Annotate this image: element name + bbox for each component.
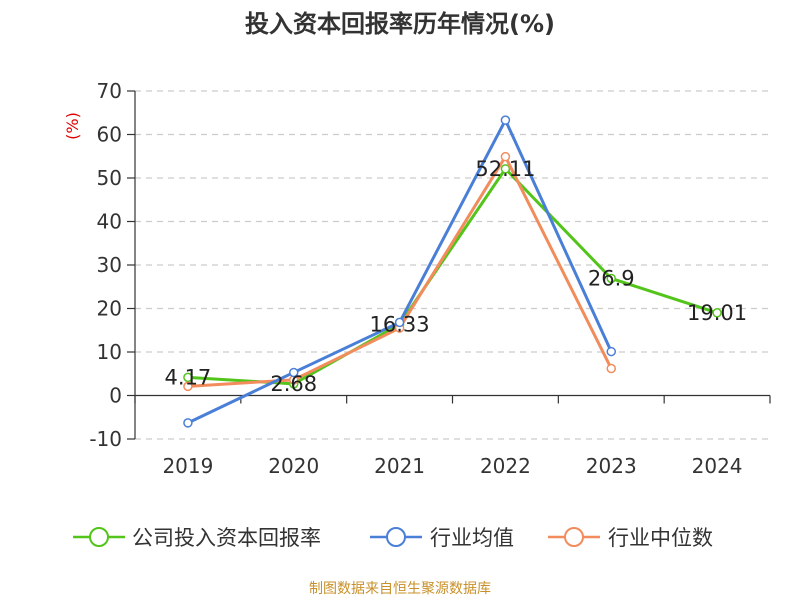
x-tick-label: 2023	[586, 454, 637, 478]
axis-layer: -10 0 10 20 30 40 50 60 70 2019 2020 2021 2022 2023 20…	[89, 79, 771, 478]
data-point	[606, 346, 616, 357]
x-tick-label: 2022	[480, 454, 531, 478]
y-tick-label: 0	[109, 384, 122, 408]
y-tick-label: 70	[97, 79, 122, 103]
data-point	[183, 418, 193, 428]
y-tick-label: 40	[97, 210, 122, 234]
legend-marker	[386, 527, 406, 547]
source-note: 制图数据来自恒生聚源数据库	[309, 581, 491, 597]
y-tick-label: 30	[97, 253, 122, 277]
series-layer	[183, 115, 722, 428]
data-point	[500, 115, 511, 125]
data-label-layer: 4.17 2.68 16.33 52.11 26.9 19.01	[165, 157, 748, 396]
data-point	[606, 363, 616, 374]
data-label: 26.9	[588, 266, 635, 290]
data-point	[289, 367, 299, 378]
data-point	[394, 317, 405, 328]
x-tick-label: 2019	[162, 454, 213, 478]
y-tick-label: -10	[89, 427, 122, 451]
x-tick-label: 2020	[268, 454, 319, 478]
legend: 公司投入资本回报率 行业均值 行业中位数	[73, 526, 713, 550]
chart-title: 投入资本回报率历年情况(%)	[245, 10, 555, 38]
data-point	[500, 164, 511, 174]
x-tick-label: 2024	[692, 454, 743, 478]
data-label: 16.33	[370, 312, 430, 336]
data-point	[183, 372, 193, 383]
data-point	[183, 381, 193, 392]
series-line	[187, 167, 718, 386]
grid-layer	[135, 90, 770, 440]
data-point	[606, 273, 616, 284]
data-label: 2.68	[270, 372, 317, 396]
y-tick-label: 10	[97, 340, 122, 364]
legend-label: 行业中位数	[608, 526, 713, 550]
data-point	[712, 308, 722, 318]
y-tick-label: 50	[97, 166, 122, 190]
legend-marker	[564, 527, 584, 547]
legend-label: 公司投入资本回报率	[132, 526, 321, 550]
data-label: 19.01	[687, 301, 747, 325]
y-axis-label: (%)	[63, 112, 82, 140]
series-line	[187, 118, 613, 425]
x-tick-label: 2021	[374, 454, 425, 478]
data-point	[500, 151, 511, 162]
legend-marker	[89, 527, 109, 547]
data-label: 4.17	[165, 365, 212, 389]
y-tick-label: 20	[97, 297, 122, 321]
data-label: 52.11	[475, 157, 535, 181]
y-tick-label: 60	[97, 123, 122, 147]
legend-label: 行业均值	[430, 526, 514, 550]
